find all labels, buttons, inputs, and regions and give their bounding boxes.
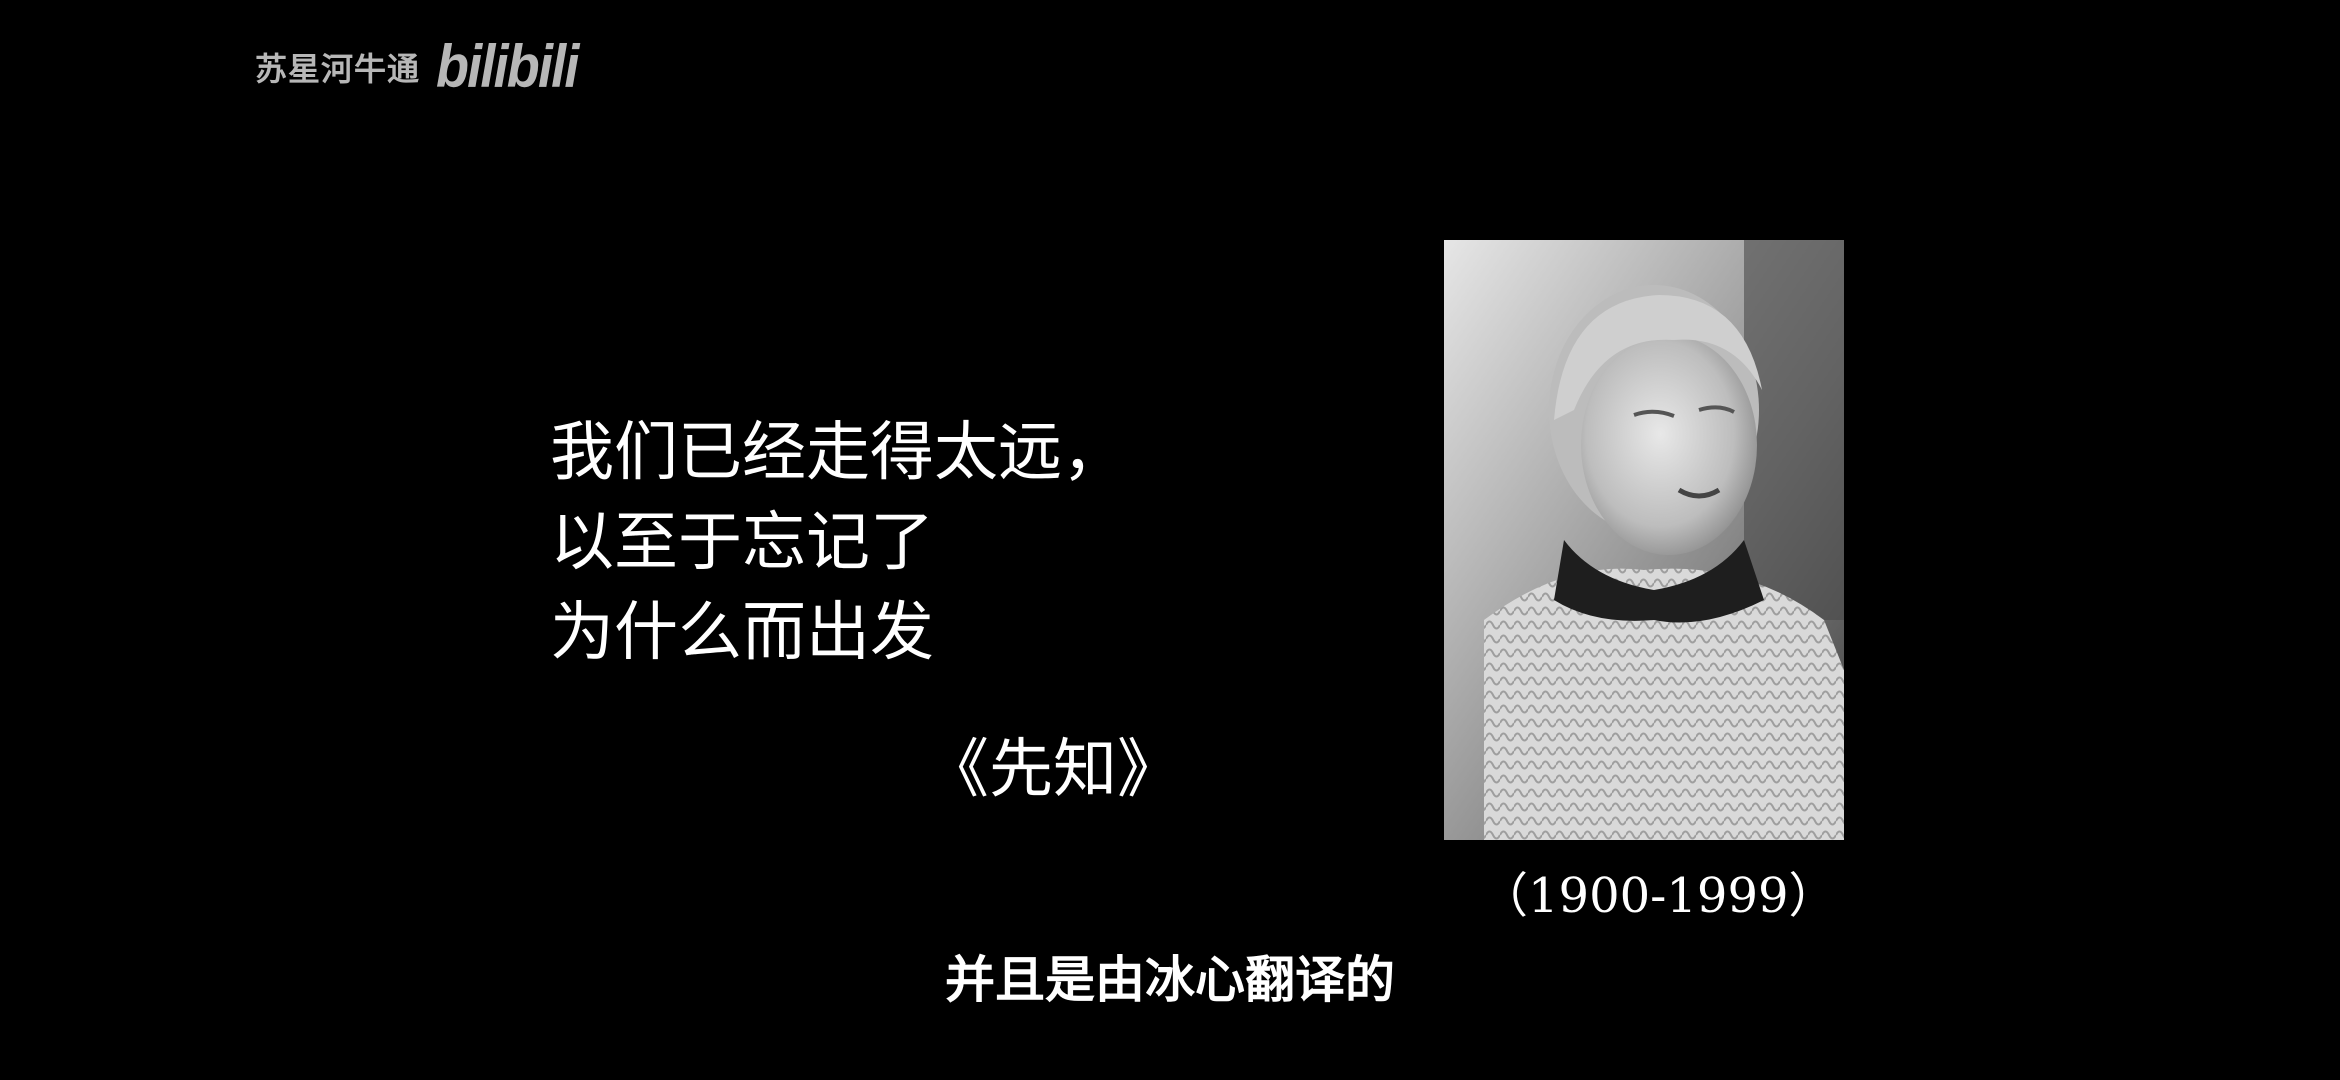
portrait-photo [1444, 240, 1844, 840]
portrait-illustration [1444, 240, 1844, 840]
quote-line-3: 为什么而出发 [550, 596, 934, 670]
quote-line-1: 我们已经走得太远， [550, 416, 1126, 490]
uploader-name: 苏星河牛通 [255, 49, 421, 88]
work-title: 《先知》 [925, 733, 1181, 807]
lifespan-caption: （1900-1999） [1480, 868, 1837, 924]
bilibili-logo: bilibili [436, 33, 579, 100]
video-subtitle: 并且是由冰心翻译的 [945, 951, 1395, 1009]
channel-watermark: 苏星河牛通 bilibili [255, 32, 593, 101]
quote-text: 我们已经走得太远， 以至于忘记了 为什么而出发 [550, 408, 1126, 678]
quote-line-2: 以至于忘记了 [550, 506, 934, 580]
